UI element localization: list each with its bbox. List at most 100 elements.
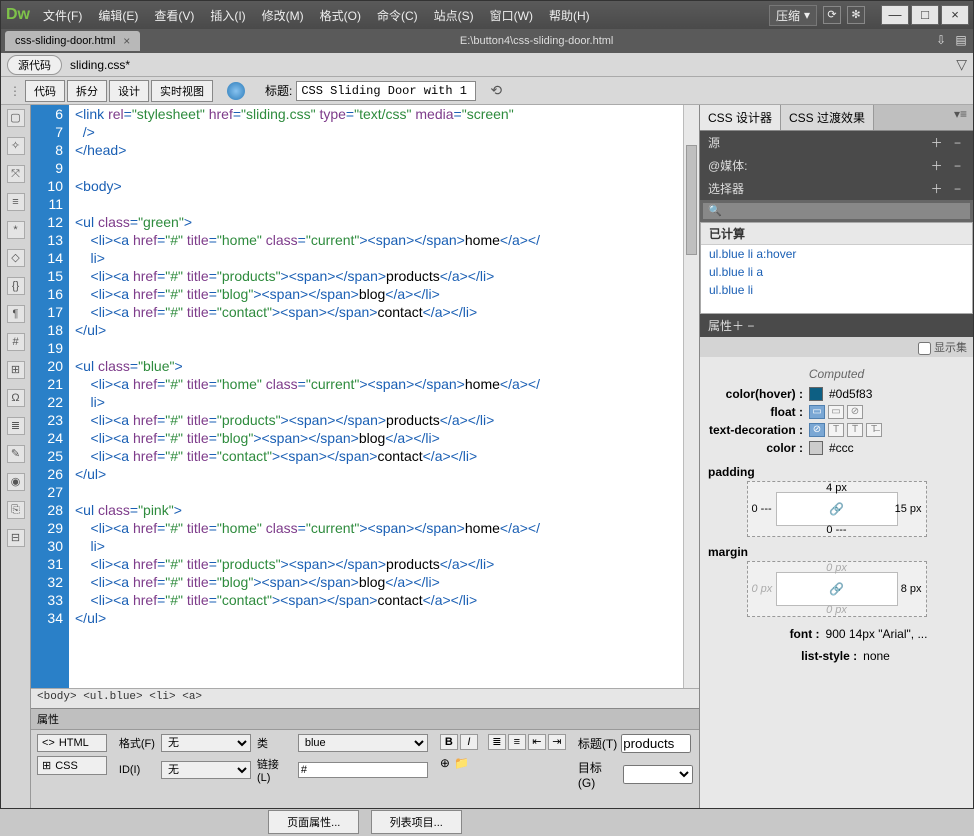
menu-item[interactable]: 命令(C) [369, 7, 426, 24]
scrollbar-vertical[interactable] [683, 105, 699, 688]
tool-icon[interactable]: {} [7, 277, 25, 295]
margin-box[interactable]: 0 px 0 px 🔗 8 px 0 px [747, 561, 927, 617]
color-swatch[interactable] [809, 387, 823, 401]
selector-item[interactable]: ul.blue li a [701, 263, 972, 281]
selector-item[interactable]: ul.blue li a:hover [701, 245, 972, 263]
section-source[interactable]: 源＋ − [700, 131, 973, 154]
page-props-button[interactable]: 页面属性... [268, 810, 359, 834]
title-input[interactable] [296, 81, 476, 101]
css-mode-button[interactable]: ⊞CSS [37, 756, 107, 775]
td-underline-icon[interactable]: T [828, 423, 844, 437]
padding-box[interactable]: 4 px 0 --- 🔗 15 px 0 --- [747, 481, 927, 537]
close-icon[interactable]: × [123, 34, 130, 48]
line-gutter: 6789101112131415161718192021222324252627… [31, 105, 69, 688]
section-media[interactable]: @媒体:＋ − [700, 154, 973, 177]
menu-item[interactable]: 窗口(W) [482, 7, 541, 24]
selector-search[interactable] [703, 203, 970, 219]
tab-css-transitions[interactable]: CSS 过渡效果 [781, 105, 874, 130]
menu-item[interactable]: 文件(F) [35, 7, 90, 24]
view-button[interactable]: 实时视图 [151, 80, 213, 102]
tool-icon[interactable]: ⎘ [7, 501, 25, 519]
code-lines[interactable]: <link rel="stylesheet" href="sliding.css… [69, 105, 683, 688]
color-swatch[interactable] [809, 441, 823, 455]
code-editor[interactable]: 6789101112131415161718192021222324252627… [31, 105, 699, 688]
browse-icon[interactable]: 📁 [454, 756, 469, 770]
td-none-icon[interactable]: ⊘ [809, 423, 825, 437]
tool-icon[interactable]: ◇ [7, 249, 25, 267]
format-select[interactable]: 无 [161, 734, 251, 752]
scrollbar-thumb[interactable] [686, 145, 697, 255]
computed-header: 已计算 [701, 223, 972, 245]
window-button[interactable]: □ [911, 5, 939, 25]
outdent-icon[interactable]: ⇤ [528, 734, 546, 750]
related-file[interactable]: sliding.css* [70, 58, 130, 72]
selector-item[interactable]: ul.blue li [701, 281, 972, 299]
show-set-checkbox[interactable] [918, 342, 931, 355]
tool-icon[interactable]: ¶ [7, 305, 25, 323]
indent-icon[interactable]: ⇥ [548, 734, 566, 750]
html-mode-button[interactable]: <>HTML [37, 734, 107, 752]
menu-item[interactable]: 帮助(H) [541, 7, 598, 24]
folder-icon[interactable]: ⊕ [440, 756, 450, 770]
menu-item[interactable]: 修改(M) [254, 7, 312, 24]
options-icon[interactable]: ✻ [847, 6, 865, 24]
menu-item[interactable]: 查看(V) [146, 7, 202, 24]
td-overline-icon[interactable]: T̅ [847, 423, 863, 437]
id-select[interactable]: 无 [161, 761, 251, 779]
menu-item[interactable]: 格式(O) [312, 7, 369, 24]
section-selectors[interactable]: 选择器＋ − [700, 177, 973, 200]
tool-icon[interactable]: ▢ [7, 109, 25, 127]
tool-icon[interactable]: ⤧ [7, 165, 25, 183]
tool-icon[interactable]: ✧ [7, 137, 25, 155]
link-icon[interactable]: 🔗 [829, 502, 844, 516]
title-input-prop[interactable] [621, 734, 691, 753]
tool-icon[interactable]: Ω [7, 389, 25, 407]
target-select[interactable] [623, 765, 693, 784]
float-right-icon[interactable]: ▭ [828, 405, 844, 419]
doc-tab[interactable]: css-sliding-door.html × [5, 31, 140, 51]
list-item-button[interactable]: 列表项目... [371, 810, 462, 834]
link-icon[interactable]: 🔗 [829, 582, 844, 596]
class-select[interactable]: blue [298, 734, 428, 752]
list-ul-icon[interactable]: ≣ [488, 734, 506, 750]
refresh-icon[interactable]: ⟲ [490, 82, 502, 99]
menu-item[interactable]: 插入(I) [202, 7, 253, 24]
panel-menu-icon[interactable]: ▾≡ [874, 105, 973, 130]
view-button[interactable]: 设计 [109, 80, 149, 102]
menu-item[interactable]: 站点(S) [426, 7, 482, 24]
float-none-icon[interactable]: ⊘ [847, 405, 863, 419]
filter-icon[interactable]: ▽ [956, 56, 967, 73]
tool-icon[interactable]: ⊞ [7, 361, 25, 379]
dom-path[interactable]: <body> <ul.blue> <li> <a> [31, 688, 699, 708]
file-path: E:\button4\css-sliding-door.html [144, 35, 929, 47]
menubar: 文件(F)编辑(E)查看(V)插入(I)修改(M)格式(O)命令(C)站点(S)… [35, 7, 769, 24]
tab-css-designer[interactable]: CSS 设计器 [700, 105, 781, 130]
bold-icon[interactable]: B [440, 734, 458, 750]
italic-icon[interactable]: I [460, 734, 478, 750]
tool-icon[interactable]: ◉ [7, 473, 25, 491]
source-pill[interactable]: 源代码 [7, 55, 62, 75]
tool-icon[interactable]: * [7, 221, 25, 239]
view-button[interactable]: 拆分 [67, 80, 107, 102]
td-strike-icon[interactable]: T̶ [866, 423, 882, 437]
computed-subheader: Computed [708, 363, 965, 385]
tool-icon[interactable]: ✎ [7, 445, 25, 463]
section-attrs[interactable]: 属性＋ − [700, 314, 973, 337]
view-button[interactable]: 代码 [25, 80, 65, 102]
tool-icon[interactable]: # [7, 333, 25, 351]
link-input[interactable] [298, 762, 428, 778]
window-button[interactable]: — [881, 5, 909, 25]
tool-icon[interactable]: ≡ [7, 193, 25, 211]
float-left-icon[interactable]: ▭ [809, 405, 825, 419]
pin-icon[interactable]: ⇩ [933, 33, 949, 49]
id-label: ID(I) [119, 764, 155, 776]
menu-item[interactable]: 编辑(E) [90, 7, 146, 24]
sync-icon[interactable]: ⟳ [823, 6, 841, 24]
tool-icon[interactable]: ⊟ [7, 529, 25, 547]
globe-icon[interactable] [227, 82, 245, 100]
list-ol-icon[interactable]: ≡ [508, 734, 526, 750]
more-icon[interactable]: ▤ [953, 33, 969, 49]
compact-dropdown[interactable]: 压缩▾ [769, 5, 817, 26]
tool-icon[interactable]: ≣ [7, 417, 25, 435]
window-button[interactable]: × [941, 5, 969, 25]
